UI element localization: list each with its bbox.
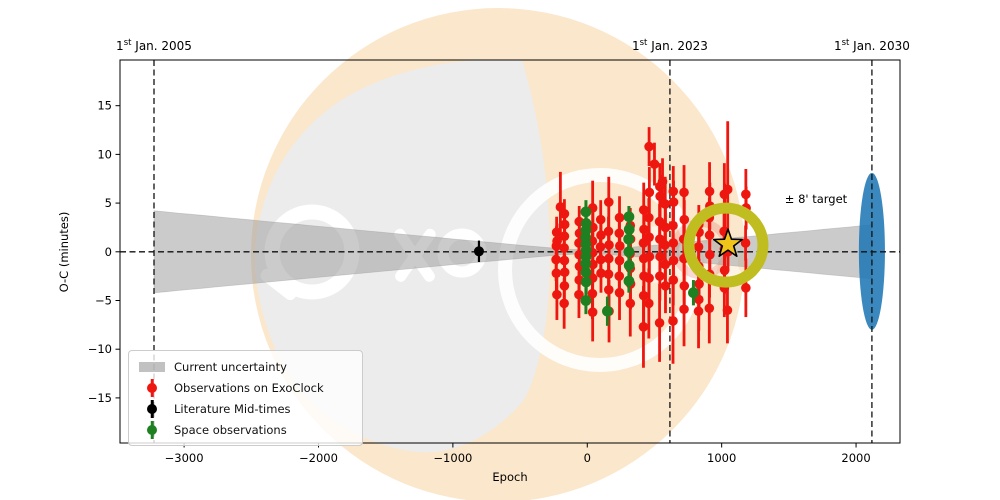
exoclock-observation-marker bbox=[704, 303, 715, 314]
space-observation-marker bbox=[580, 295, 592, 306]
point-marker-icon bbox=[147, 382, 157, 393]
legend-errorbar-marker-icon bbox=[136, 420, 168, 439]
space-observation-marker bbox=[580, 276, 592, 288]
exoclock-observation-marker bbox=[638, 205, 649, 215]
exoclock-observation-marker bbox=[660, 281, 671, 291]
space-observation-marker bbox=[623, 260, 635, 271]
legend-item: Literature Mid-times bbox=[136, 398, 353, 419]
exoclock-observation-marker bbox=[740, 238, 751, 248]
legend-item-label: Space observations bbox=[174, 422, 287, 437]
exoclock-observation-marker bbox=[559, 298, 569, 309]
plot-legend: Current uncertainty Observations on ExoCl… bbox=[128, 350, 363, 446]
exoclock-observation-marker bbox=[644, 212, 654, 223]
exoclock-observation-marker bbox=[625, 298, 636, 309]
space-observation-marker bbox=[623, 223, 635, 235]
exoclock-observation-marker bbox=[693, 306, 704, 317]
space-observation-marker bbox=[623, 246, 635, 258]
exoclock-observation-marker bbox=[668, 220, 678, 231]
y-tick-label: −15 bbox=[88, 391, 112, 405]
space-observation-marker bbox=[623, 233, 635, 245]
space-observation-marker bbox=[602, 305, 613, 317]
exoclock-observation-marker bbox=[638, 321, 649, 332]
exoclock-observation-marker bbox=[644, 141, 654, 152]
point-marker-icon bbox=[147, 424, 157, 435]
legend-item-label: Current uncertainty bbox=[174, 359, 287, 374]
exoclock-observation-marker bbox=[654, 216, 665, 227]
target-star-marker bbox=[712, 228, 743, 257]
exoclock-observation-marker bbox=[655, 271, 665, 281]
exoclock-observation-marker bbox=[559, 219, 570, 230]
exoclock-observation-marker bbox=[614, 228, 625, 239]
exoclock-observation-marker bbox=[704, 230, 715, 241]
exoclock-observation-marker bbox=[679, 187, 689, 198]
literature-midtime-series bbox=[473, 240, 484, 263]
exoclock-observation-marker bbox=[596, 268, 606, 279]
exoclock-observation-marker bbox=[595, 214, 606, 225]
exoclock-observation-marker bbox=[644, 232, 654, 242]
x-tick-label: 0 bbox=[584, 451, 591, 465]
legend-item-label: Literature Mid-times bbox=[174, 401, 291, 416]
exoclock-observation-marker bbox=[668, 316, 678, 326]
space-observation-marker bbox=[623, 211, 635, 223]
exoclock-observation-marker bbox=[654, 318, 665, 328]
exoclock-observation-marker bbox=[668, 197, 679, 207]
exoclock-observation-marker bbox=[644, 298, 654, 309]
space-observation-marker bbox=[688, 287, 699, 299]
exoclock-observation-marker bbox=[603, 197, 614, 207]
y-tick-label: 5 bbox=[105, 196, 112, 210]
y-tick-label: −10 bbox=[88, 342, 112, 356]
literature-midtime-marker bbox=[473, 246, 484, 257]
y-tick-label: 15 bbox=[97, 99, 112, 113]
legend-item: Observations on ExoClock bbox=[136, 377, 353, 398]
x-tick-label: −3000 bbox=[165, 451, 204, 465]
uncertainty-swatch bbox=[139, 361, 165, 372]
point-marker-icon bbox=[147, 403, 157, 414]
exoclock-observation-marker bbox=[644, 187, 655, 198]
x-tick-label: 1000 bbox=[707, 451, 736, 465]
exoclock-observation-marker bbox=[679, 304, 689, 315]
x-tick-label: −1000 bbox=[433, 451, 472, 465]
y-tick-label: 0 bbox=[105, 245, 112, 259]
space-observation-marker bbox=[623, 275, 635, 287]
exoclock-observation-marker bbox=[741, 283, 751, 293]
exoclock-observation-marker bbox=[660, 199, 671, 209]
exoclock-observation-marker bbox=[649, 159, 660, 169]
exoclock-observation-marker bbox=[614, 212, 625, 223]
legend-item: Space observations bbox=[136, 419, 353, 440]
exoclock-observation-marker bbox=[660, 222, 671, 233]
exoclock-observation-marker bbox=[574, 289, 584, 300]
exoclock-observation-marker bbox=[552, 289, 562, 300]
legend-item-label: Observations on ExoClock bbox=[174, 380, 324, 395]
x-tick-label: 2000 bbox=[841, 451, 870, 465]
legend-item: Current uncertainty bbox=[136, 356, 353, 377]
exoclock-observation-marker bbox=[603, 226, 614, 237]
exoclock-observation-marker bbox=[614, 287, 625, 298]
y-tick-label: 10 bbox=[97, 147, 112, 161]
x-tick-label: −2000 bbox=[299, 451, 338, 465]
space-observation-marker bbox=[580, 206, 592, 218]
exoclock-observation-marker bbox=[722, 305, 733, 316]
exoclock-observation-marker bbox=[722, 184, 733, 195]
legend-uncertainty-patch-icon bbox=[136, 361, 168, 372]
y-tick-label: −5 bbox=[95, 293, 112, 307]
legend-errorbar-marker-icon bbox=[136, 399, 168, 418]
exoclock-observation-marker bbox=[587, 307, 598, 317]
space-observation-series bbox=[580, 200, 699, 326]
legend-errorbar-marker-icon bbox=[136, 378, 168, 397]
next-target-highlight-ring bbox=[683, 202, 769, 288]
exoclock-observation-marker bbox=[679, 214, 690, 225]
